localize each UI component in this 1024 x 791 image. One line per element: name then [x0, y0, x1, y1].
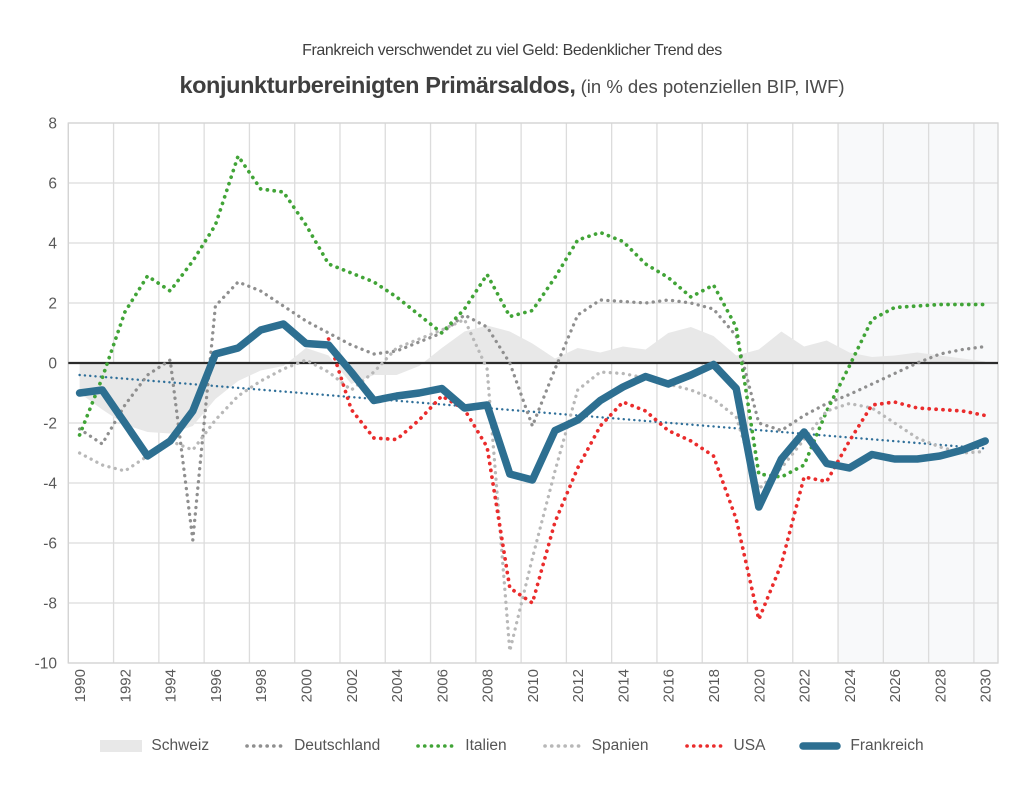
legend-item-schweiz: Schweiz [100, 737, 209, 755]
x-axis-tick-label: 1990 [72, 669, 89, 702]
x-axis-tick-label: 2014 [615, 669, 632, 702]
x-axis-tick-label: 2022 [797, 669, 814, 702]
x-axis-tick-label: 2028 [932, 669, 949, 702]
legend-item-italien: Italien [414, 737, 507, 755]
x-axis-tick-label: 2012 [570, 669, 587, 702]
x-axis-tick-label: 2000 [299, 669, 316, 702]
legend-label: Spanien [591, 737, 649, 754]
legend-label: Schweiz [151, 737, 210, 754]
series-deutschland-line [77, 280, 987, 541]
x-axis-tick-label: 1996 [208, 669, 225, 702]
series-frankreich-line [75, 320, 989, 511]
legend-label: Deutschland [294, 737, 381, 754]
legend-swatch-dotted [684, 744, 723, 748]
y-axis-tick-label: -6 [43, 536, 57, 553]
chart-legend: Schweiz Deutschland Italien Spanien USA Frank… [0, 737, 1024, 755]
series-spanien-line [77, 317, 987, 652]
y-axis-tick-label: 0 [48, 356, 57, 373]
x-axis-tick-label: 2016 [661, 669, 678, 702]
legend-swatch-area [100, 740, 143, 752]
title-line-1: Frankreich verschwendet zu viel Geld: Be… [302, 42, 722, 59]
series-usa-line [326, 337, 988, 626]
legend-label: Italien [465, 737, 507, 754]
series-italien-line [77, 151, 988, 479]
legend-item-spanien: Spanien [541, 737, 649, 755]
x-axis-tick-label: 2006 [434, 669, 451, 702]
legend-swatch-dotted [245, 744, 283, 748]
x-axis-tick-label: 2002 [344, 669, 361, 702]
x-axis-tick-label: 2004 [389, 669, 406, 702]
frankreich-trend-line [78, 373, 987, 450]
x-axis-tick-label: 1994 [163, 669, 180, 702]
legend-swatch-dotted [542, 744, 581, 748]
forecast-band [838, 123, 998, 663]
x-axis-tick-label: 2026 [887, 669, 904, 702]
x-axis-tick-label: 1992 [117, 669, 134, 702]
y-axis-tick-label: -8 [43, 596, 57, 613]
x-axis-tick-label: 2020 [751, 669, 768, 702]
series-schweiz-area [79, 325, 986, 434]
x-axis-tick-label: 2010 [525, 669, 542, 702]
y-axis-tick-label: 8 [48, 116, 57, 133]
legend-item-frankreich: Frankreich [799, 737, 924, 755]
y-axis-tick-label: 6 [48, 176, 57, 193]
plot-border [67, 122, 999, 664]
legend-item-deutschland: Deutschland [243, 737, 380, 755]
title-line-2: konjunkturbereinigten Primärsaldos, (in … [179, 72, 845, 98]
x-axis-tick-label: 2018 [706, 669, 723, 702]
legend-swatch-solid [799, 742, 842, 750]
x-axis-tick-label: 1998 [253, 669, 270, 702]
legend-item-usa: USA [683, 737, 766, 755]
y-axis-tick-label: -10 [35, 656, 58, 673]
legend-swatch-dotted [416, 744, 455, 748]
y-axis-tick-label: -4 [43, 476, 57, 493]
legend-label: USA [733, 737, 766, 754]
y-axis-tick-label: -2 [43, 416, 57, 433]
x-axis-tick-label: 2008 [480, 669, 497, 702]
chart-canvas: 8 6 4 2 0 -2 -4 -6 -8 -10 1990 1992 1994 1996 1998 2000… [35, 116, 999, 702]
y-axis-tick-label: 4 [48, 236, 57, 253]
x-axis-tick-label: 2030 [978, 669, 995, 702]
x-axis-tick-label: 2024 [842, 669, 859, 702]
legend-label: Frankreich [850, 737, 924, 754]
page-title: Frankreich verschwendet zu viel Geld: Be… [0, 34, 1024, 106]
y-axis-tick-label: 2 [48, 296, 57, 313]
